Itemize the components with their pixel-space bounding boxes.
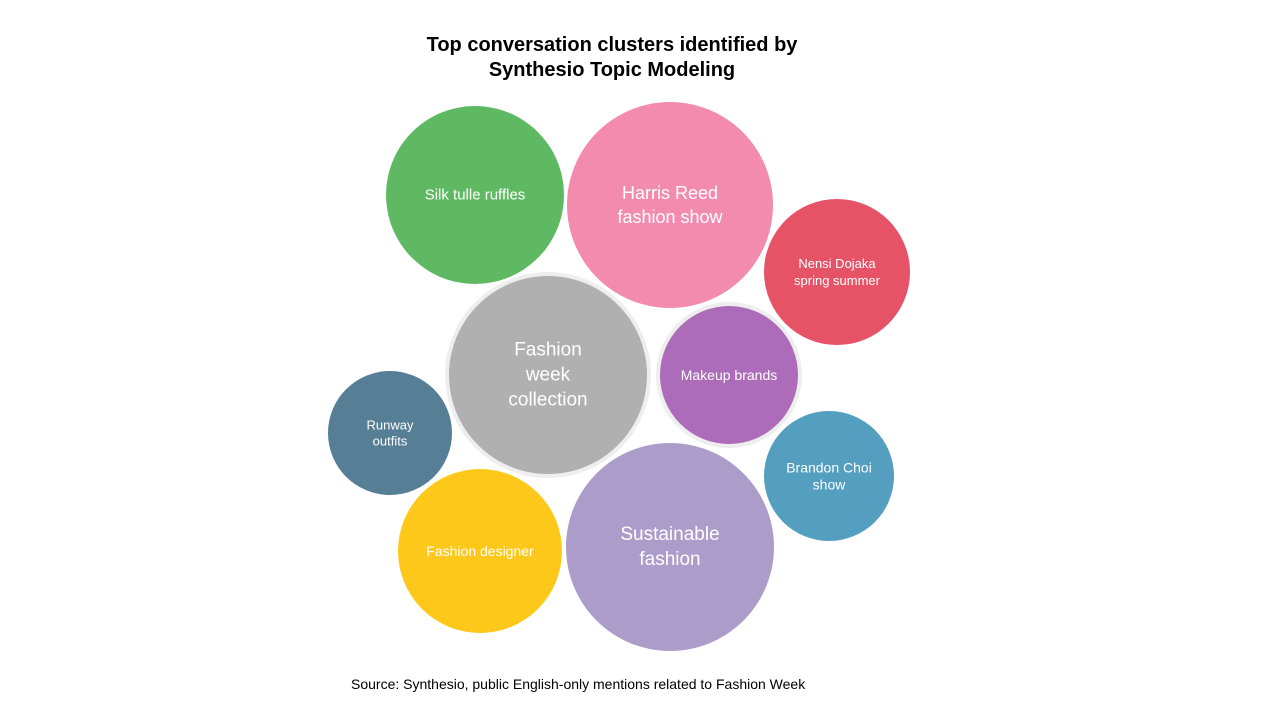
source-note: Source: Synthesio, public English-only m… — [351, 676, 806, 692]
bubble-label: Makeup brands — [681, 367, 778, 383]
bubble-label: Fashion designer — [426, 543, 534, 559]
bubble-fashion-designer: Fashion designer — [398, 469, 562, 633]
bubble-circle — [398, 469, 562, 633]
bubble-circle — [660, 306, 798, 444]
bubble-label: Sustainable — [620, 524, 719, 545]
bubble-circle — [386, 106, 564, 284]
bubble-circle — [764, 411, 894, 541]
bubble-label: Brandon Choi — [786, 460, 872, 476]
bubble-circle — [567, 102, 773, 308]
bubble-label: fashion — [639, 549, 700, 570]
bubble-fashion-week-collection: Fashion week collection — [445, 272, 651, 478]
bubble-makeup-brands: Makeup brands — [656, 302, 802, 448]
chart-title-line-2: Synthesio Topic Modeling — [488, 59, 736, 81]
bubble-label: Nensi Dojaka — [798, 256, 876, 271]
bubble-label: Runway — [367, 418, 414, 433]
bubble-label: fashion show — [617, 207, 723, 227]
bubble-label: outfits — [373, 434, 408, 449]
bubble-harris-reed-fashion-show: Harris Reed fashion show — [567, 102, 773, 308]
bubble-label: Fashion — [514, 340, 582, 361]
bubble-circle — [566, 443, 774, 651]
bubble-label: spring summer — [794, 273, 881, 288]
bubble-circle — [449, 276, 647, 474]
bubble-label: show — [813, 477, 847, 493]
bubble-label: Silk tulle ruffles — [425, 187, 526, 204]
bubble-label: collection — [508, 390, 587, 411]
bubble-label: week — [525, 365, 571, 386]
bubble-label: Harris Reed — [622, 183, 718, 203]
chart-title-line-1: Top conversation clusters identified by — [426, 34, 798, 56]
chart-title: Top conversation clusters identified by … — [362, 33, 862, 83]
bubble-sustainable-fashion: Sustainable fashion — [566, 443, 774, 651]
bubble-circle — [764, 199, 910, 345]
bubble-circle — [328, 371, 452, 495]
bubble-silk-tulle-ruffles: Silk tulle ruffles — [386, 106, 564, 284]
bubble-nensi-dojaka-spring-summer: Nensi Dojaka spring summer — [764, 199, 910, 345]
